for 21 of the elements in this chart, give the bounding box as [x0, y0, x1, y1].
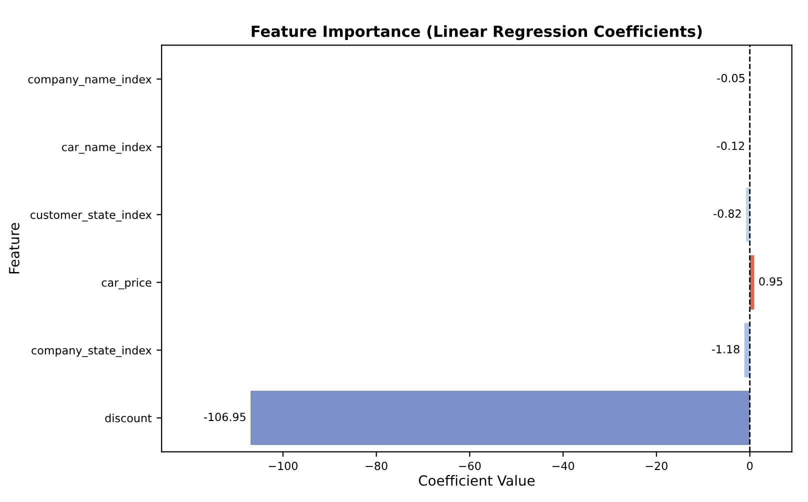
y-tick-label: car_price	[102, 278, 152, 290]
data-label: -0.82	[714, 209, 741, 218]
x-tick-label: 0	[747, 462, 753, 470]
y-tick-label: car_name_index	[62, 142, 152, 154]
data-label: -1.18	[712, 344, 740, 354]
y-tick-label: company_state_index	[32, 346, 152, 357]
y-axis-title: Feature	[9, 222, 20, 274]
data-label: -106.95	[204, 412, 246, 422]
x-tick-label: −40	[552, 462, 574, 470]
data-label: -0.05	[717, 74, 744, 82]
y-tick-label: company_name_index	[28, 74, 152, 86]
chart-title: Feature Importance (Linear Regression Coefficients)	[252, 25, 702, 40]
data-label: -0.12	[716, 142, 744, 150]
y-tick-label: discount	[105, 414, 152, 422]
data-label: 0.95	[759, 277, 782, 286]
x-tick-label: −80	[366, 462, 388, 470]
x-tick-label: −20	[646, 462, 668, 470]
y-tick-label: customer_state_index	[30, 210, 152, 222]
x-tick-label: −100	[268, 462, 298, 470]
x-axis-title: Coefficient Value	[418, 475, 535, 486]
x-tick-label: −60	[459, 462, 481, 470]
